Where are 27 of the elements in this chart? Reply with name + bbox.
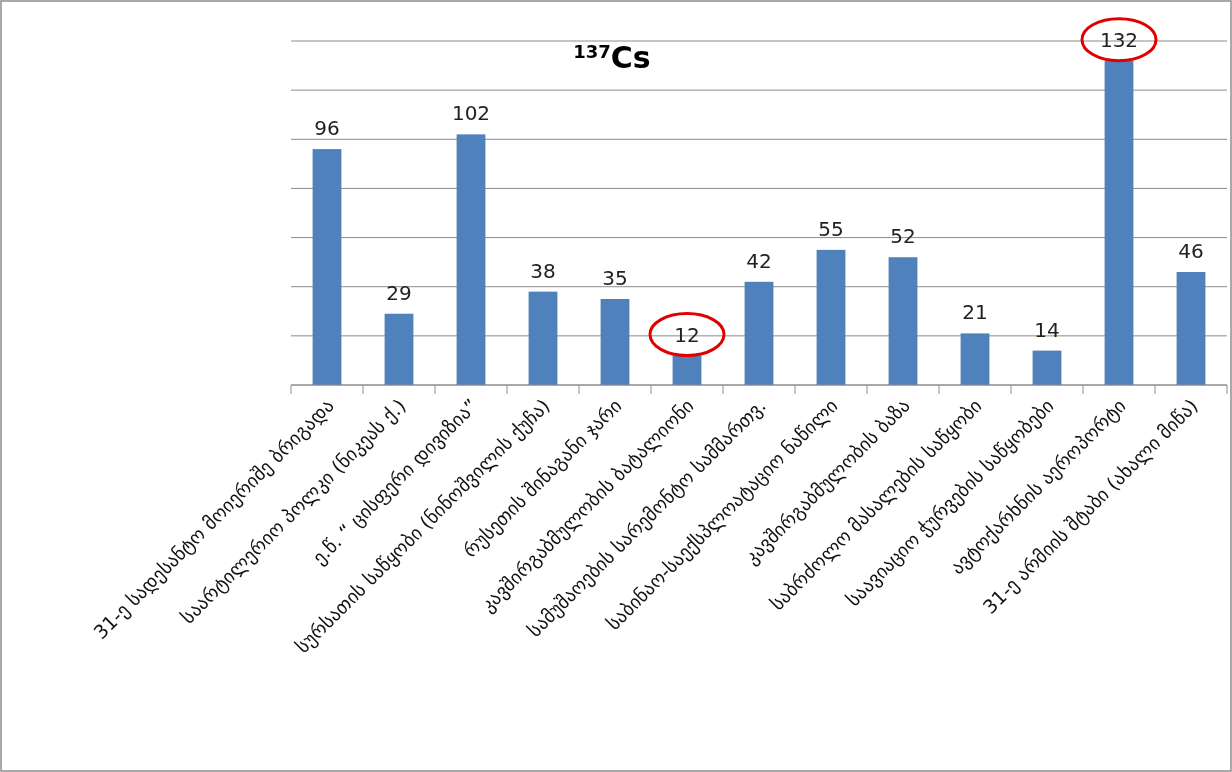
data-label: 132 <box>1099 27 1139 52</box>
bar <box>672 355 702 385</box>
data-label: 55 <box>818 216 844 241</box>
bar <box>888 257 918 385</box>
bar <box>456 134 486 385</box>
bar <box>1032 350 1062 385</box>
data-label: 46 <box>1178 238 1204 263</box>
data-label: 35 <box>602 266 628 290</box>
bar <box>816 249 846 385</box>
bar <box>312 149 342 385</box>
data-label: 52 <box>890 224 916 249</box>
data-label: 38 <box>530 258 556 283</box>
data-label: 29 <box>386 280 412 305</box>
data-label: 42 <box>746 248 772 273</box>
data-label: 12 <box>674 322 700 347</box>
bar <box>1104 60 1134 385</box>
data-label: 21 <box>962 300 988 325</box>
bar <box>1176 271 1206 385</box>
data-label: 96 <box>314 116 340 141</box>
bar <box>384 313 414 385</box>
bar <box>600 299 630 385</box>
bar <box>528 291 558 385</box>
chart-title: $^{137}$Cs <box>573 40 651 75</box>
data-label: 102 <box>451 101 491 126</box>
bar <box>960 333 990 385</box>
bar <box>744 281 774 385</box>
data-label: 14 <box>1034 317 1060 342</box>
